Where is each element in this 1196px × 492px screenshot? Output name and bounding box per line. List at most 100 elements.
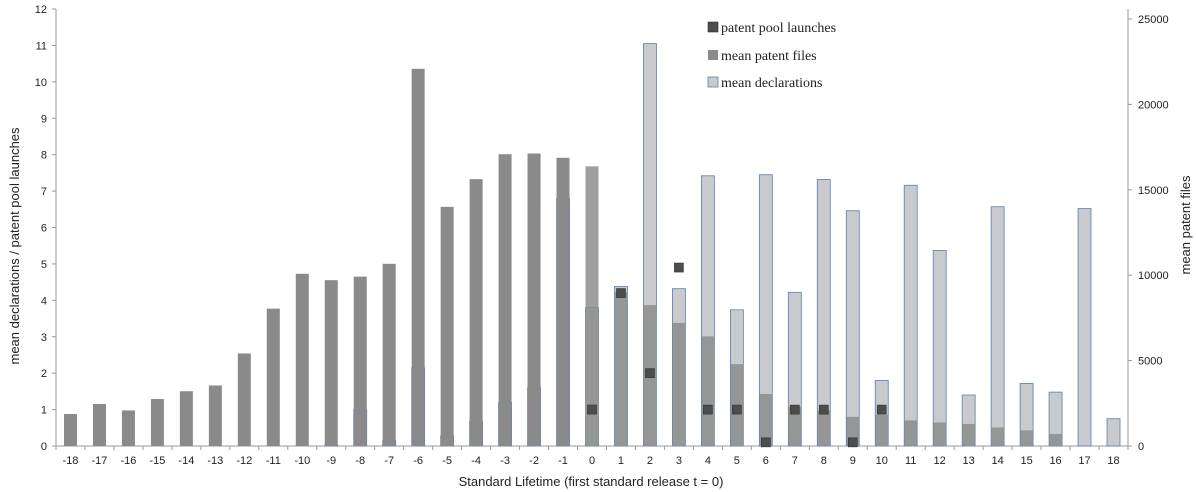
y-left-tick-label: 0 (41, 441, 47, 453)
patent-files-bar (556, 157, 570, 446)
declaration-bar (1106, 418, 1121, 447)
patent-files-bar (991, 427, 1005, 446)
patent-files-bar (1020, 430, 1034, 446)
tick-labels-layer: 0123456789101112050001000015000200002500… (35, 4, 1169, 467)
x-tick-label: -14 (178, 455, 194, 467)
patent-pool-launch-marker (761, 437, 771, 448)
x-tick-label: 13 (963, 455, 975, 467)
x-tick-label: 18 (1107, 455, 1119, 467)
declaration-bar (932, 250, 947, 447)
legend-label-patent-pool-launches: patent pool launches (721, 21, 836, 36)
patent-files-bar (498, 154, 512, 447)
x-tick-label: -12 (236, 455, 252, 467)
patent-files-bar (614, 292, 628, 446)
chart-legend: patent pool launches mean patent files m… (707, 21, 836, 91)
x-tick-label: -5 (442, 455, 452, 467)
y-left-tick-label: 7 (41, 186, 47, 198)
legend-label-mean-declarations: mean declarations (721, 76, 822, 91)
y-right-tick-label: 25000 (1138, 14, 1169, 26)
x-tick-label: -2 (529, 455, 539, 467)
x-tick-label: -6 (413, 455, 423, 467)
y-axis-left-title: mean declarations / patent pool launches (7, 127, 22, 365)
legend-label-mean-patent-files: mean patent files (721, 49, 817, 64)
y-left-tick-label: 10 (35, 77, 47, 89)
patent-files-bar (353, 276, 367, 446)
patent-pool-launch-marker (645, 368, 655, 378)
patent-files-bar (63, 413, 77, 446)
x-tick-label: 6 (763, 455, 769, 467)
patent-files-bar (179, 391, 193, 446)
patent-files-bar (904, 420, 918, 446)
y-left-tick-label: 5 (41, 259, 47, 271)
patent-files-bar (324, 280, 338, 446)
bars-layer (63, 43, 1121, 448)
patent-pool-launch-marker (703, 404, 713, 415)
patent-files-bar (440, 206, 454, 446)
y-right-tick-label: 0 (1138, 441, 1144, 453)
x-tick-label: 4 (705, 455, 711, 467)
y-left-tick-label: 12 (35, 4, 47, 16)
y-left-tick-label: 1 (41, 405, 47, 417)
y-right-tick-label: 5000 (1138, 356, 1162, 368)
x-tick-label: -8 (355, 455, 365, 467)
x-tick-label: -17 (92, 455, 108, 467)
patent-pool-launch-marker (587, 404, 597, 415)
patent-pool-launch-marker (847, 437, 858, 448)
x-tick-label: -18 (63, 455, 79, 467)
x-tick-label: -15 (149, 455, 165, 467)
y-left-tick-label: 9 (41, 113, 47, 125)
legend-swatch-mean-declarations (707, 76, 719, 88)
x-tick-label: -4 (471, 455, 481, 467)
x-tick-label: 2 (647, 455, 653, 467)
declaration-bar (1077, 208, 1092, 447)
y-axis-right-title: mean patent files (1178, 175, 1193, 275)
legend-swatch-mean-patent-files (708, 50, 718, 60)
patent-files-bar (266, 308, 280, 446)
patent-files-bar (208, 385, 222, 446)
patent-files-bar (788, 406, 802, 446)
patent-files-bar (411, 68, 425, 446)
x-tick-label: 14 (991, 455, 1003, 467)
patent-files-bar (759, 394, 773, 446)
patent-pool-launch-marker (732, 404, 742, 415)
x-tick-label: -3 (500, 455, 510, 467)
y-right-tick-label: 15000 (1138, 185, 1169, 197)
x-tick-label: -16 (120, 455, 136, 467)
patent-files-bar (585, 166, 599, 446)
y-right-tick-label: 10000 (1138, 270, 1169, 282)
x-tick-label: -9 (326, 455, 336, 467)
x-tick-label: 9 (850, 455, 856, 467)
x-tick-label: 16 (1049, 455, 1061, 467)
x-tick-label: 1 (618, 455, 624, 467)
declaration-bar (903, 184, 918, 447)
x-tick-label: 10 (876, 455, 888, 467)
x-tick-label: 3 (676, 455, 682, 467)
y-left-tick-label: 6 (41, 223, 47, 235)
x-tick-label: -1 (558, 455, 568, 467)
x-tick-label: 15 (1020, 455, 1032, 467)
patent-files-bar (150, 399, 164, 446)
y-left-tick-label: 8 (41, 150, 47, 162)
declaration-bar (990, 206, 1005, 447)
legend-swatch-patent-pool-launches (707, 21, 719, 33)
patent-pool-launch-marker (674, 262, 684, 273)
x-tick-label: 5 (734, 455, 740, 467)
patent-files-bar (92, 404, 106, 446)
patent-files-bar (382, 263, 396, 446)
x-tick-label: -7 (384, 455, 394, 467)
patent-files-bar (933, 422, 947, 446)
y-right-tick-label: 20000 (1138, 99, 1169, 111)
patent-files-bar (237, 353, 251, 446)
x-tick-label: 0 (589, 455, 595, 467)
patent-files-bar (875, 414, 889, 446)
patent-files-bar (962, 423, 976, 446)
y-left-tick-label: 2 (41, 368, 47, 380)
x-tick-label: -10 (294, 455, 310, 467)
patent-files-bar (527, 153, 541, 446)
x-tick-label: 11 (905, 455, 916, 467)
y-left-tick-label: 4 (41, 295, 47, 307)
x-tick-label: -11 (266, 455, 281, 467)
y-left-tick-label: 3 (41, 332, 47, 344)
patent-files-bar (672, 322, 686, 446)
